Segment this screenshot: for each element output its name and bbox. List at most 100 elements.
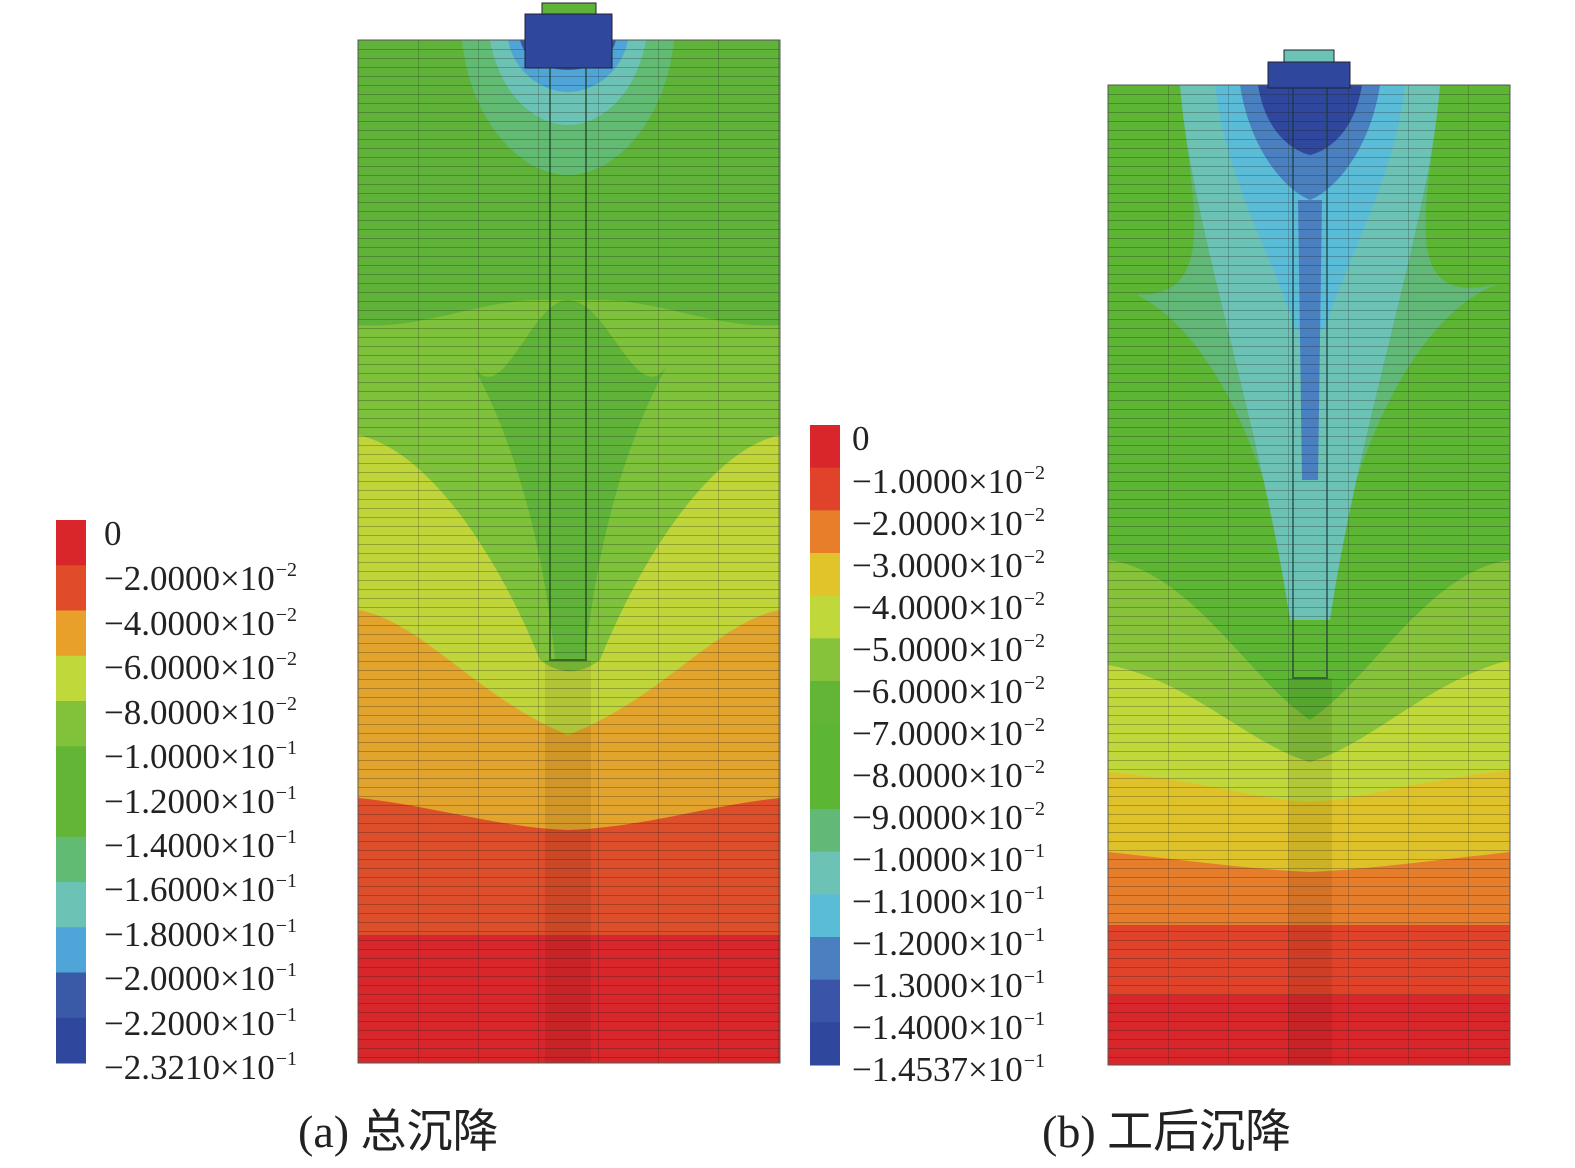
legend-value: −6.0000×10: [852, 672, 1023, 711]
legend-label: −1.4000×10−1: [104, 827, 297, 863]
legend-label: −5.0000×10−2: [852, 631, 1045, 667]
colorbar-band: [810, 809, 840, 853]
legend-value: 0: [104, 514, 122, 553]
legend-value: −1.4000×10: [104, 825, 275, 865]
legend-label: −8.0000×10−2: [852, 757, 1045, 793]
legend-exponent: −1: [1023, 924, 1046, 946]
caption-a: (a) 总沉降: [298, 1106, 499, 1157]
legend-value: −7.0000×10: [852, 714, 1023, 753]
pile-b: [1292, 85, 1328, 679]
colorbar-band: [810, 894, 840, 938]
legend-b-colorbar: [810, 425, 840, 1066]
legend-value: −1.3000×10: [852, 966, 1023, 1005]
colorbar-band: [810, 766, 840, 810]
colorbar-band: [56, 746, 86, 792]
legend-exponent: −1: [275, 781, 298, 804]
pile-cap-a: [524, 13, 613, 69]
legend-exponent: −1: [1023, 1050, 1046, 1072]
pile-zone-b: [1288, 678, 1332, 1065]
legend-label: −8.0000×10−2: [104, 694, 297, 730]
colorbar-band: [810, 638, 840, 682]
colorbar-band: [56, 610, 86, 657]
colorbar-band: [810, 1022, 840, 1066]
colorbar-band: [810, 510, 840, 554]
colorbar-band: [56, 565, 86, 611]
colorbar-band: [56, 1017, 86, 1064]
legend-exponent: −1: [275, 1003, 298, 1026]
colorbar-band: [56, 882, 86, 928]
legend-exponent: −2: [1023, 630, 1046, 652]
legend-exponent: −2: [275, 603, 298, 626]
legend-label: −6.0000×10−2: [852, 673, 1045, 709]
legend-label: −4.0000×10−2: [104, 605, 297, 641]
legend-exponent: −2: [1023, 546, 1046, 568]
legend-label: −1.6000×10−1: [104, 871, 297, 907]
pile-cap-b: [1267, 61, 1351, 89]
legend-label: 0: [104, 516, 122, 551]
legend-label: −4.0000×10−2: [852, 589, 1045, 625]
legend-label: −2.0000×10−1: [104, 960, 297, 996]
colorbar-band: [56, 972, 86, 1019]
colorbar-band: [810, 851, 840, 895]
caption-b: (b) 工后沉降: [1042, 1106, 1292, 1157]
plot-b-contour: [1108, 85, 1510, 1065]
legend-exponent: −1: [275, 914, 298, 937]
legend-label: −2.3210×10−1: [104, 1049, 297, 1085]
legend-exponent: −1: [275, 959, 298, 982]
legend-label: −1.4537×10−1: [852, 1051, 1045, 1087]
legend-value: −6.0000×10: [104, 648, 275, 688]
legend-value: −3.0000×10: [852, 546, 1023, 585]
legend-exponent: −1: [275, 1048, 298, 1070]
legend-exponent: −2: [1023, 672, 1046, 694]
legend-label: −1.2000×10−1: [852, 925, 1045, 961]
legend-value: −4.0000×10: [852, 588, 1023, 627]
legend-exponent: −2: [275, 692, 298, 715]
legend-value: −1.2000×10: [104, 781, 275, 821]
legend-label: −1.3000×10−1: [852, 967, 1045, 1003]
colorbar-band: [810, 937, 840, 981]
legend-label: −1.0000×10−2: [852, 463, 1045, 499]
legend-value: −1.0000×10: [852, 840, 1023, 879]
colorbar-band: [56, 791, 86, 838]
legend-label: −9.0000×10−2: [852, 799, 1045, 835]
legend-a-colorbar: [56, 520, 86, 1064]
legend-value: −9.0000×10: [852, 798, 1023, 837]
pile-a: [549, 40, 587, 661]
plot-a-contour: [358, 40, 780, 1063]
colorbar-band: [56, 701, 86, 747]
legend-value: −2.0000×10: [104, 559, 275, 599]
colorbar-band: [810, 553, 840, 597]
legend-value: −2.2000×10: [104, 1003, 275, 1043]
colorbar-band: [810, 467, 840, 511]
legend-exponent: −1: [275, 737, 298, 760]
legend-exponent: −1: [275, 870, 298, 893]
legend-label: −2.0000×10−2: [852, 505, 1045, 541]
mesh: [1108, 85, 1510, 1065]
legend-value: −5.0000×10: [852, 630, 1023, 669]
legend-value: −1.2000×10: [852, 924, 1023, 963]
legend-exponent: −1: [1023, 840, 1046, 862]
legend-exponent: −2: [275, 648, 298, 671]
legend-label: −1.0000×10−1: [104, 738, 297, 774]
legend-exponent: −1: [1023, 966, 1046, 988]
colorbar-band: [56, 655, 86, 702]
colorbar-band: [810, 595, 840, 639]
legend-value: −2.0000×10: [852, 504, 1023, 543]
legend-exponent: −1: [1023, 882, 1046, 904]
legend-exponent: −1: [275, 825, 298, 848]
legend-exponent: −2: [1023, 714, 1046, 736]
legend-value: −8.0000×10: [104, 692, 275, 732]
legend-value: −4.0000×10: [104, 603, 275, 643]
legend-label: −1.8000×10−1: [104, 916, 297, 952]
pile-zone-a: [545, 660, 591, 1063]
legend-value: −1.0000×10: [104, 737, 275, 777]
colorbar-band: [56, 927, 86, 973]
legend-exponent: −2: [1023, 588, 1046, 610]
legend-label: −1.2000×10−1: [104, 783, 297, 819]
legend-label: −1.1000×10−1: [852, 883, 1045, 919]
legend-exponent: −2: [1023, 504, 1046, 526]
legend-label: 0: [852, 421, 870, 456]
legend-label: −1.0000×10−1: [852, 841, 1045, 877]
legend-value: −1.1000×10: [852, 882, 1023, 921]
